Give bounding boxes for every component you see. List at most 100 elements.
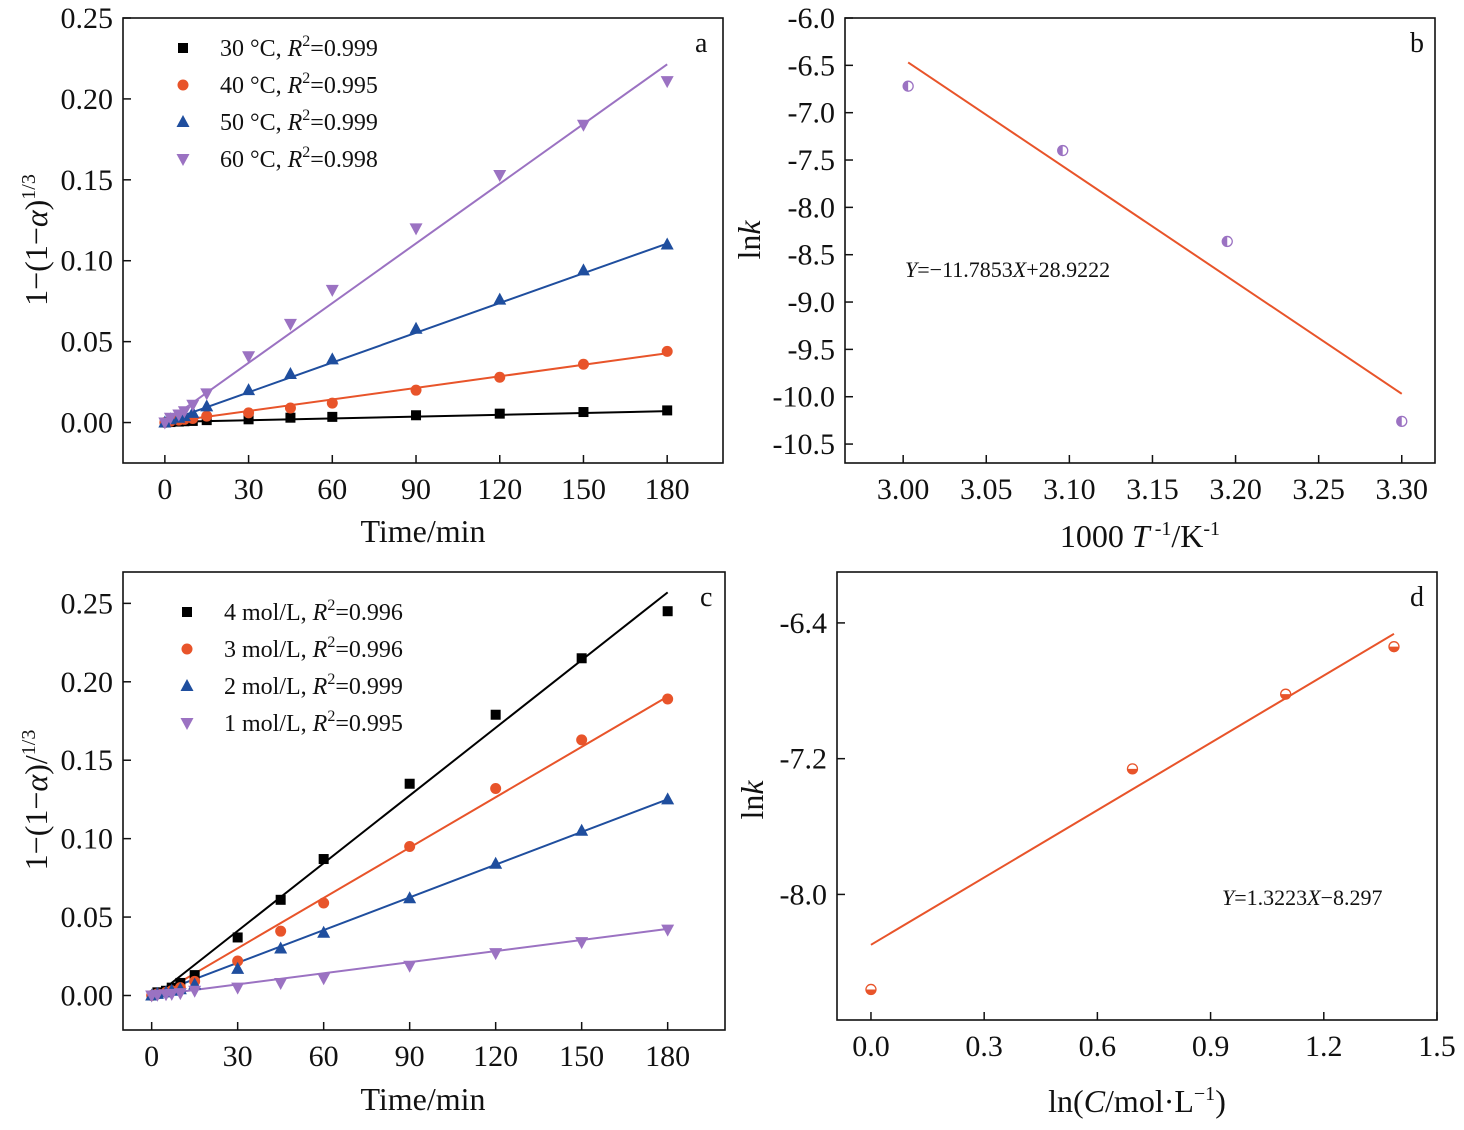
c-data-point — [489, 856, 503, 869]
c-ytick-label: 0.20 — [61, 666, 114, 699]
c-data-point — [489, 948, 503, 961]
c-legend-label: 3 mol/L, R2=0.996 — [224, 634, 403, 663]
a-data-point — [578, 407, 589, 418]
a-data-point — [325, 284, 339, 297]
panel-d-xlabel: ln(C/mol·L−1) — [1048, 1083, 1226, 1119]
a-data-point — [285, 412, 296, 423]
a-legend-marker — [176, 154, 190, 166]
c-data-point — [576, 653, 587, 664]
a-data-point — [493, 169, 507, 182]
panel-c-legend: 4 mol/L, R2=0.996 3 mol/L, R2=0.996 2 mol/… — [180, 597, 403, 737]
c-data-point — [662, 606, 673, 617]
panel-b-data-points — [902, 80, 1408, 427]
a-data-point — [177, 406, 191, 419]
b-ytick-label: -10.5 — [773, 428, 836, 461]
b-ytick-label: -6.5 — [788, 49, 836, 82]
a-xtick-label: 0 — [157, 473, 172, 506]
panel-b-xlabel: 1000 T -1/K-1 — [1060, 518, 1220, 554]
a-ytick-label: 0.20 — [61, 83, 114, 116]
a-data-point — [494, 408, 505, 419]
a-xtick-label: 150 — [561, 473, 606, 506]
panel-b-equation: Y=−11.7853X+28.9222 — [905, 257, 1110, 282]
a-data-point — [243, 414, 254, 425]
c-legend-marker — [181, 643, 193, 655]
b-data-point — [1396, 415, 1408, 427]
c-data-point — [150, 989, 164, 1002]
panel-a-letter: a — [695, 28, 708, 59]
c-data-point — [576, 734, 588, 746]
d-xtick-label: 0.9 — [1192, 1030, 1230, 1063]
a-data-point — [576, 263, 590, 276]
a-xtick-label: 30 — [234, 473, 264, 506]
a-data-point — [494, 371, 506, 383]
b-ytick-label: -6.0 — [788, 2, 836, 35]
a-data-point — [283, 318, 297, 331]
b-xtick-label: 3.25 — [1292, 473, 1345, 506]
a-data-point — [327, 411, 338, 422]
d-xtick-label: 0.6 — [1079, 1030, 1117, 1063]
b-xtick-label: 3.30 — [1376, 473, 1429, 506]
a-data-point — [661, 345, 673, 357]
a-data-point — [163, 412, 177, 425]
b-fit-line — [907, 61, 1403, 395]
c-data-point — [173, 988, 187, 1001]
d-xtick-label: 0.3 — [965, 1030, 1003, 1063]
a-data-point — [660, 237, 674, 250]
panel-c-ylabel: 1−(1−α)/1/3 — [18, 730, 54, 871]
b-xtick-label: 3.05 — [960, 473, 1013, 506]
a-legend-label: 50 °C, R2=0.999 — [220, 107, 378, 136]
d-ytick-label: -6.4 — [780, 607, 828, 640]
a-ytick-label: 0.00 — [61, 407, 114, 440]
b-data-point — [902, 80, 914, 92]
a-data-point — [200, 399, 214, 412]
d-ytick-label: -7.2 — [780, 743, 828, 776]
panel-d: 0.0 0.3 0.6 0.9 1.2 1.5 -6.4 -7.2 -8.0 d Y=1.322… — [734, 571, 1456, 1119]
panel-b: 3.00 3.05 3.10 3.15 3.20 3.25 3.30 -6.0 -6.5 -7.0… — [731, 2, 1436, 554]
panel-d-data-points — [865, 641, 1400, 996]
d-data-point — [1388, 641, 1400, 653]
c-data-point — [232, 932, 243, 943]
a-data-point — [410, 384, 422, 396]
c-data-point — [575, 937, 589, 950]
b-ytick-label: -9.5 — [788, 333, 836, 366]
c-ytick-label: 0.25 — [61, 587, 114, 620]
panel-d-ylabel: lnk — [734, 780, 770, 820]
panel-d-axis-ticks: 0.0 0.3 0.6 0.9 1.2 1.5 -6.4 -7.2 -8.0 — [780, 607, 1456, 1063]
c-data-point — [275, 894, 286, 905]
panel-a-frame — [122, 17, 724, 464]
a-data-point — [283, 367, 297, 379]
a-data-point — [243, 407, 255, 419]
b-xtick-label: 3.15 — [1126, 473, 1179, 506]
d-xtick-label: 1.5 — [1418, 1030, 1456, 1063]
a-ytick-label: 0.25 — [61, 2, 114, 35]
c-data-point — [490, 782, 502, 794]
c-xtick-label: 60 — [309, 1040, 339, 1073]
c-data-point — [404, 778, 415, 789]
a-data-point — [186, 399, 200, 412]
svg-text:lnk: lnk — [731, 220, 767, 260]
b-ytick-label: -7.5 — [788, 144, 836, 177]
panel-d-fit-line — [870, 632, 1395, 946]
c-data-point — [317, 973, 331, 986]
a-data-point — [201, 410, 213, 422]
panel-b-letter: b — [1410, 28, 1424, 59]
c-data-point — [318, 897, 330, 909]
a-legend-label: 40 °C, R2=0.995 — [220, 70, 378, 99]
panel-b-ylabel: lnk — [731, 220, 767, 260]
c-ytick-label: 0.05 — [61, 901, 114, 934]
d-xtick-label: 0.0 — [852, 1030, 890, 1063]
c-data-point — [661, 792, 675, 805]
a-ytick-label: 0.10 — [61, 245, 114, 278]
c-data-point — [662, 693, 674, 705]
b-ytick-label: -7.0 — [788, 97, 836, 130]
svg-text:1−(1−α)1/3: 1−(1−α)1/3 — [18, 174, 54, 306]
c-data-point — [275, 925, 287, 937]
panel-a-xlabel: Time/min — [360, 513, 485, 549]
c-legend-label: 1 mol/L, R2=0.995 — [224, 708, 403, 737]
svg-text:lnk: lnk — [734, 780, 770, 820]
panel-d-letter: d — [1410, 582, 1424, 613]
svg-text:1−(1−α)/1/3: 1−(1−α)/1/3 — [18, 730, 54, 871]
d-fit-line — [870, 632, 1395, 946]
a-data-point — [242, 351, 256, 364]
